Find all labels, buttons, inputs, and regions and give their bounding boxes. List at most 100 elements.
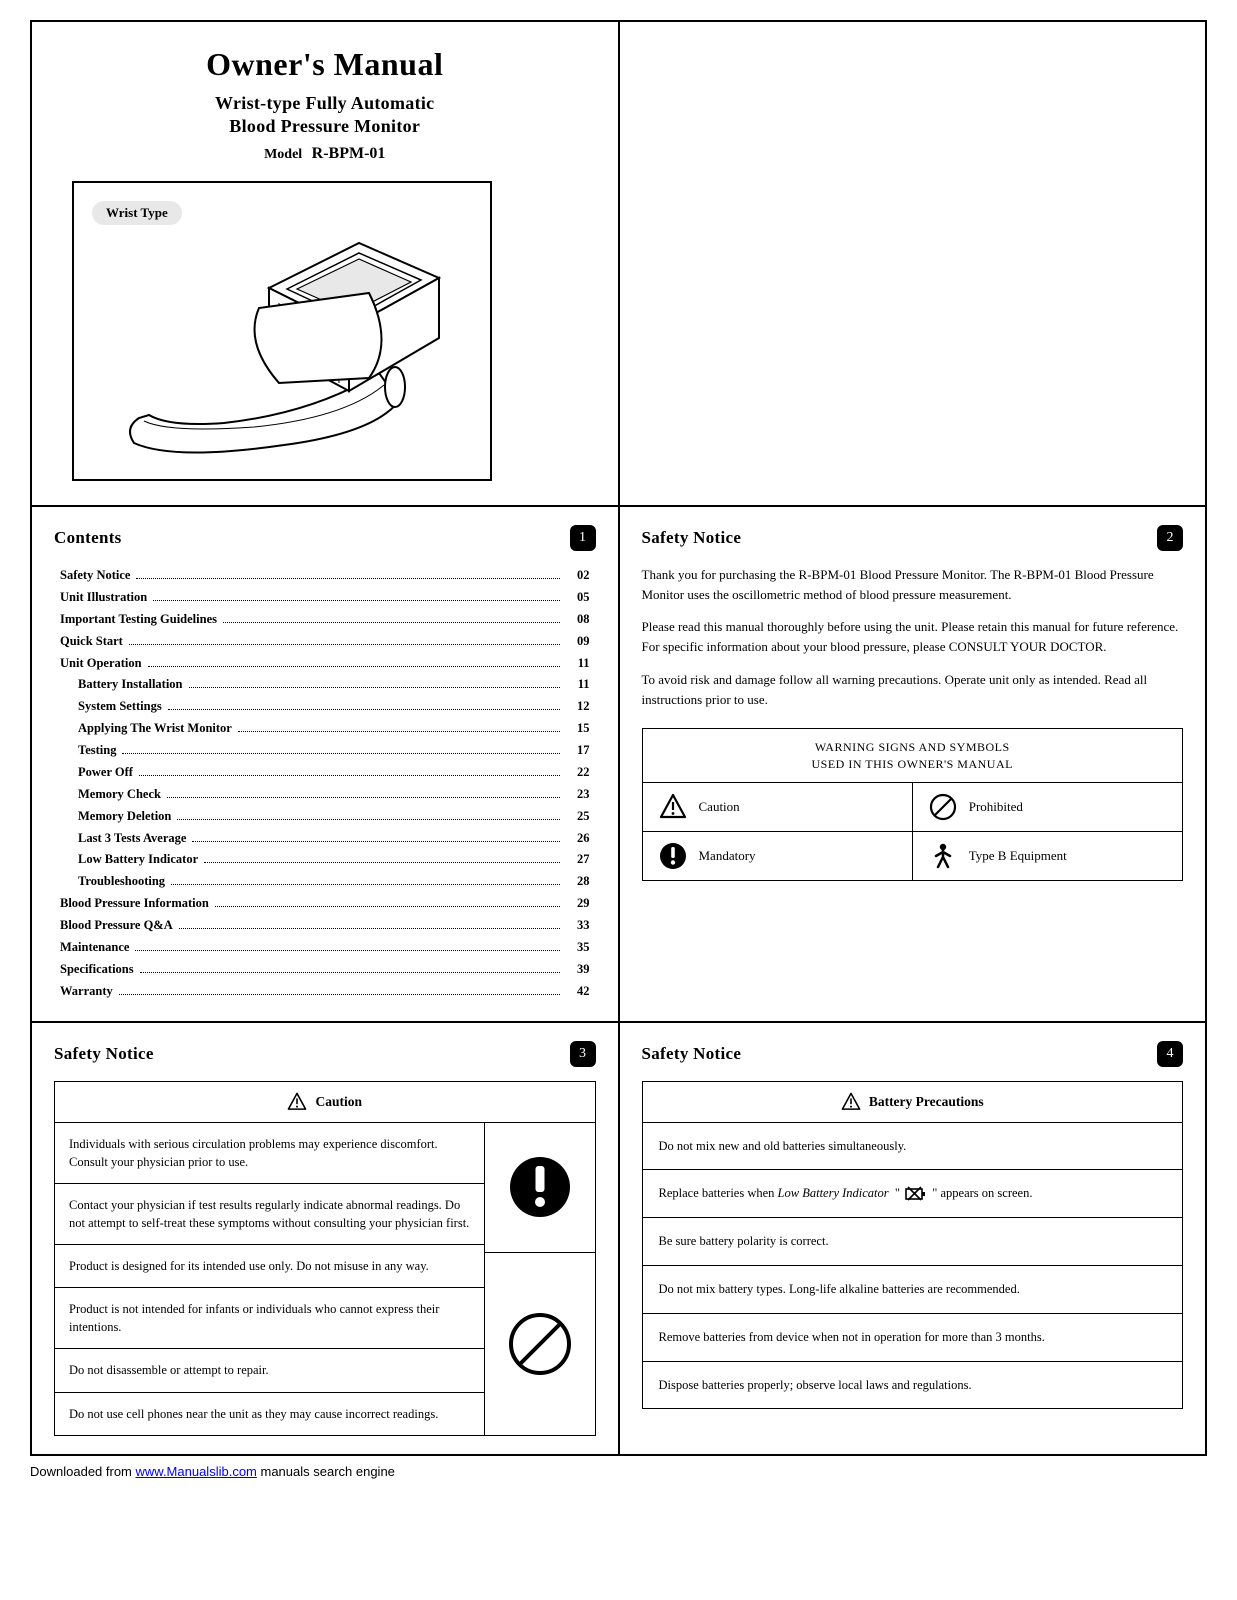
toc-row: Quick Start 09 <box>60 631 590 653</box>
toc-dots <box>135 950 559 951</box>
toc-row: Power Off22 <box>60 762 590 784</box>
toc-label: Unit Operation <box>60 653 142 675</box>
toc-row: Applying The Wrist Monitor15 <box>60 718 590 740</box>
model-value: R-BPM-01 <box>312 145 386 162</box>
toc-page: 25 <box>566 806 590 828</box>
toc-label: Unit Illustration <box>60 587 147 609</box>
page-badge: 4 <box>1157 1041 1183 1067</box>
warning-symbols-table: WARNING SIGNS AND SYMBOLS USED IN THIS O… <box>642 728 1184 882</box>
toc-dots <box>136 578 559 579</box>
symbol-mandatory-cell: Mandatory <box>643 832 912 880</box>
toc-row: Battery Installation 11 <box>60 674 590 696</box>
toc-page: 42 <box>566 981 590 1003</box>
toc-row: Warranty42 <box>60 981 590 1003</box>
caution-item: Product is designed for its intended use… <box>55 1245 484 1288</box>
battery-header: Battery Precautions <box>643 1082 1183 1123</box>
toc-label: Safety Notice <box>60 565 130 587</box>
device-illustration <box>114 223 474 463</box>
toc-row: Blood Pressure Q&A33 <box>60 915 590 937</box>
toc-dots <box>167 797 560 798</box>
caution-text-column: Individuals with serious circulation pro… <box>55 1123 485 1435</box>
safety-2-body: Thank you for purchasing the R-BPM-01 Bl… <box>642 565 1184 710</box>
manualslib-link[interactable]: www.Manualslib.com <box>136 1464 257 1479</box>
toc-page: 11 <box>566 674 590 696</box>
toc-row: Low Battery Indicator27 <box>60 849 590 871</box>
toc-row: System Settings 12 <box>60 696 590 718</box>
mandatory-icon <box>508 1155 572 1219</box>
caution-icon <box>287 1092 307 1112</box>
caution-icon-column <box>485 1123 595 1435</box>
toc-dots <box>177 819 559 820</box>
toc-dots <box>189 687 560 688</box>
symbol-caution-cell: Caution <box>643 783 912 831</box>
toc-label: Last 3 Tests Average <box>78 828 186 850</box>
symbol-typeb-label: Type B Equipment <box>969 848 1067 864</box>
toc-label: System Settings <box>78 696 162 718</box>
device-illustration-frame: Wrist Type <box>72 181 492 481</box>
toc-row: Maintenance35 <box>60 937 590 959</box>
toc-row: Safety Notice 02 <box>60 565 590 587</box>
mandatory-icon <box>659 842 687 870</box>
toc-label: Low Battery Indicator <box>78 849 198 871</box>
toc-dots <box>122 753 559 754</box>
symbol-mandatory-label: Mandatory <box>699 848 756 864</box>
toc-label: Blood Pressure Q&A <box>60 915 173 937</box>
prohibited-icon <box>929 793 957 821</box>
toc-label: Power Off <box>78 762 133 784</box>
prohibited-icon <box>508 1312 572 1376</box>
caution-item: Do not disassemble or attempt to repair. <box>55 1349 484 1392</box>
caution-item: Contact your physician if test results r… <box>55 1184 484 1245</box>
caution-box: Caution Individuals with serious circula… <box>54 1081 596 1436</box>
battery-item: Remove batteries from device when not in… <box>643 1314 1183 1362</box>
toc-row: Memory Check23 <box>60 784 590 806</box>
toc-row: Troubleshooting 28 <box>60 871 590 893</box>
caution-header: Caution <box>55 1082 595 1123</box>
toc-page: 02 <box>566 565 590 587</box>
toc-label: Troubleshooting <box>78 871 165 893</box>
page-badge: 1 <box>570 525 596 551</box>
safety-2-para-3: To avoid risk and damage follow all warn… <box>642 670 1184 710</box>
toc-label: Blood Pressure Information <box>60 893 209 915</box>
toc-row: Specifications39 <box>60 959 590 981</box>
toc-row: Memory Deletion 25 <box>60 806 590 828</box>
toc-page: 17 <box>566 740 590 762</box>
caution-icon <box>659 793 687 821</box>
footer-post: manuals search engine <box>257 1464 395 1479</box>
battery-item: Dispose batteries properly; observe loca… <box>643 1362 1183 1409</box>
model-line: Model R-BPM-01 <box>62 145 588 163</box>
symbol-caution-label: Caution <box>699 799 740 815</box>
toc-dots <box>129 644 560 645</box>
battery-item: Be sure battery polarity is correct. <box>643 1218 1183 1266</box>
toc-label: Applying The Wrist Monitor <box>78 718 232 740</box>
toc-page: 39 <box>566 959 590 981</box>
toc-label: Quick Start <box>60 631 123 653</box>
safety-2-para-2: Please read this manual thoroughly befor… <box>642 617 1184 657</box>
toc-label: Memory Deletion <box>78 806 171 828</box>
page-badge: 2 <box>1157 525 1183 551</box>
toc-page: 29 <box>566 893 590 915</box>
toc-page: 12 <box>566 696 590 718</box>
caution-item: Do not use cell phones near the unit as … <box>55 1393 484 1435</box>
toc-label: Battery Installation <box>78 674 183 696</box>
manual-page-grid: Owner's Manual Wrist-type Fully Automati… <box>30 20 1207 1456</box>
manual-title: Owner's Manual <box>62 46 588 83</box>
toc-label: Testing <box>78 740 116 762</box>
toc-dots <box>223 622 560 623</box>
table-of-contents: Safety Notice02Unit Illustration05Import… <box>54 565 596 1003</box>
cover-panel: Owner's Manual Wrist-type Fully Automati… <box>31 21 619 506</box>
toc-dots <box>171 884 559 885</box>
battery-header-label: Battery Precautions <box>869 1094 984 1110</box>
toc-dots <box>153 600 559 601</box>
toc-page: 09 <box>566 631 590 653</box>
toc-dots <box>148 666 560 667</box>
download-footer: Downloaded from www.Manualslib.com manua… <box>30 1456 1207 1479</box>
symbols-table-header: WARNING SIGNS AND SYMBOLS USED IN THIS O… <box>643 729 1183 784</box>
toc-dots <box>179 928 560 929</box>
toc-dots <box>168 709 560 710</box>
safety-notice-3-panel: Safety Notice 3 Caution Individuals with… <box>31 1022 619 1455</box>
toc-page: 11 <box>566 653 590 675</box>
toc-row: Unit Operation 11 <box>60 653 590 675</box>
toc-row: Important Testing Guidelines08 <box>60 609 590 631</box>
toc-page: 28 <box>566 871 590 893</box>
contents-title: Contents <box>54 528 122 548</box>
